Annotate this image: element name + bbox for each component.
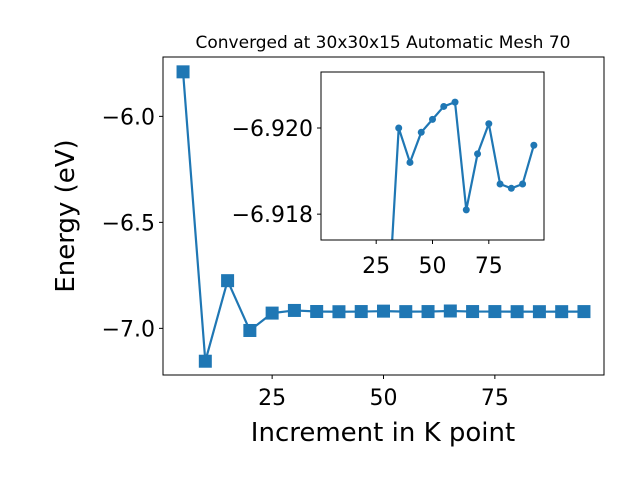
inset-data-point: [451, 98, 459, 106]
inset-plot-background: [321, 72, 544, 240]
main-data-point: [421, 305, 435, 319]
inset-data-point: [530, 141, 538, 149]
inset-axes: 25 50 75 −6.920 −6.918: [232, 71, 545, 279]
chart-title: Converged at 30x30x15 Automatic Mesh 70: [196, 33, 571, 53]
main-x-tick-label: 50: [370, 386, 398, 411]
inset-data-point: [496, 180, 504, 188]
inset-data-point: [395, 124, 403, 132]
main-data-point: [265, 306, 279, 320]
main-data-point: [488, 305, 502, 319]
inset-data-point: [417, 128, 425, 136]
main-data-point: [310, 305, 324, 319]
x-axis-label: Increment in K point: [251, 418, 515, 448]
inset-data-point: [462, 206, 470, 214]
main-y-tick-label: −6.0: [102, 105, 155, 130]
main-data-point: [176, 65, 190, 79]
inset-x-tick-label: 50: [419, 254, 447, 279]
inset-data-point: [507, 184, 515, 192]
inset-y-tick-label: −6.920: [232, 117, 313, 142]
main-x-tick-label: 75: [481, 386, 509, 411]
main-data-point: [510, 305, 524, 319]
inset-data-point: [429, 115, 436, 123]
main-data-point: [332, 305, 346, 319]
main-data-point: [198, 354, 212, 368]
main-data-point: [243, 323, 257, 337]
inset-series: [391, 98, 538, 240]
main-data-point: [532, 305, 546, 319]
inset-x-tick-label: 25: [362, 254, 390, 279]
inset-x-ticks: 25 50 75: [362, 240, 503, 279]
main-data-point: [221, 274, 235, 288]
inset-data-point: [406, 158, 414, 166]
main-data-point: [555, 305, 569, 319]
main-y-ticks: −6.0 −6.5 −7.0: [102, 105, 163, 342]
y-axis-label: Energy (eV): [51, 139, 81, 292]
main-y-tick-label: −7.0: [102, 317, 155, 342]
main-series: [176, 65, 591, 368]
main-data-point: [377, 304, 390, 318]
inset-x-tick-label: 75: [475, 254, 503, 279]
main-data-point: [443, 304, 457, 318]
main-data-point: [287, 303, 301, 317]
main-x-tick-label: 25: [258, 386, 286, 411]
main-data-point: [577, 305, 591, 319]
main-data-point: [466, 305, 480, 319]
main-y-tick-label: −6.5: [102, 211, 155, 236]
inset-data-point: [519, 180, 527, 188]
main-data-point: [354, 305, 368, 319]
inset-data-point: [485, 120, 493, 128]
inset-y-tick-label: −6.918: [232, 203, 313, 228]
inset-data-point: [440, 102, 448, 110]
inset-data-point: [474, 150, 482, 158]
main-data-point: [399, 305, 413, 319]
inset-y-ticks: −6.920 −6.918: [232, 117, 321, 228]
main-x-ticks: 25 50 75: [258, 375, 509, 411]
main-axes: Converged at 30x30x15 Automatic Mesh 70 …: [51, 33, 605, 448]
